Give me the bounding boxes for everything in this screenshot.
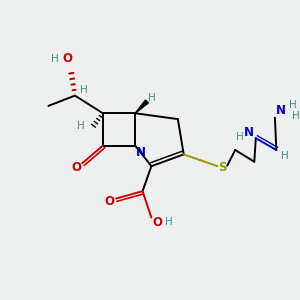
Text: O: O <box>71 161 81 174</box>
Text: S: S <box>219 161 227 174</box>
Text: H: H <box>236 132 244 142</box>
Text: H: H <box>281 151 289 161</box>
Text: N: N <box>276 104 286 117</box>
Text: H: H <box>80 85 88 95</box>
Text: N: N <box>244 126 254 139</box>
Text: O: O <box>105 195 115 208</box>
Text: H: H <box>148 93 156 103</box>
Text: H: H <box>77 122 85 131</box>
Text: O: O <box>153 216 163 229</box>
Text: N: N <box>136 146 146 159</box>
Text: H: H <box>289 100 297 110</box>
Text: O: O <box>63 52 73 65</box>
Text: H: H <box>51 54 59 64</box>
Text: H: H <box>292 111 299 121</box>
Polygon shape <box>135 100 148 113</box>
Text: H: H <box>165 217 173 227</box>
